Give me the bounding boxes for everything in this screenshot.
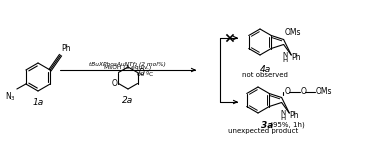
Text: not observed: not observed [242, 72, 288, 78]
Text: OMs: OMs [316, 87, 332, 96]
Text: N
H: N H [283, 52, 288, 63]
Text: N$_3$: N$_3$ [5, 90, 16, 103]
Text: Ph: Ph [290, 111, 299, 120]
Text: (95%, 1h): (95%, 1h) [268, 121, 305, 128]
Text: MsOH (3 equiv.): MsOH (3 equiv.) [104, 64, 151, 69]
Text: Ph: Ph [291, 53, 301, 62]
Text: OMs: OMs [285, 28, 301, 36]
Text: 2a: 2a [122, 96, 134, 105]
Text: 4a: 4a [259, 65, 271, 74]
Text: O: O [138, 68, 144, 77]
Text: O: O [301, 87, 307, 96]
Text: unexpected product: unexpected product [228, 128, 298, 134]
Text: 60 ºC: 60 ºC [138, 72, 153, 77]
Text: N
H: N H [281, 110, 286, 121]
Text: 1a: 1a [33, 98, 43, 107]
Text: O: O [112, 79, 118, 88]
Text: 3a: 3a [261, 121, 273, 130]
Text: O: O [285, 87, 291, 96]
Text: tBuXPhosAuNTf₂ (2 mol%): tBuXPhosAuNTf₂ (2 mol%) [89, 62, 166, 67]
Text: Ph: Ph [62, 44, 71, 53]
